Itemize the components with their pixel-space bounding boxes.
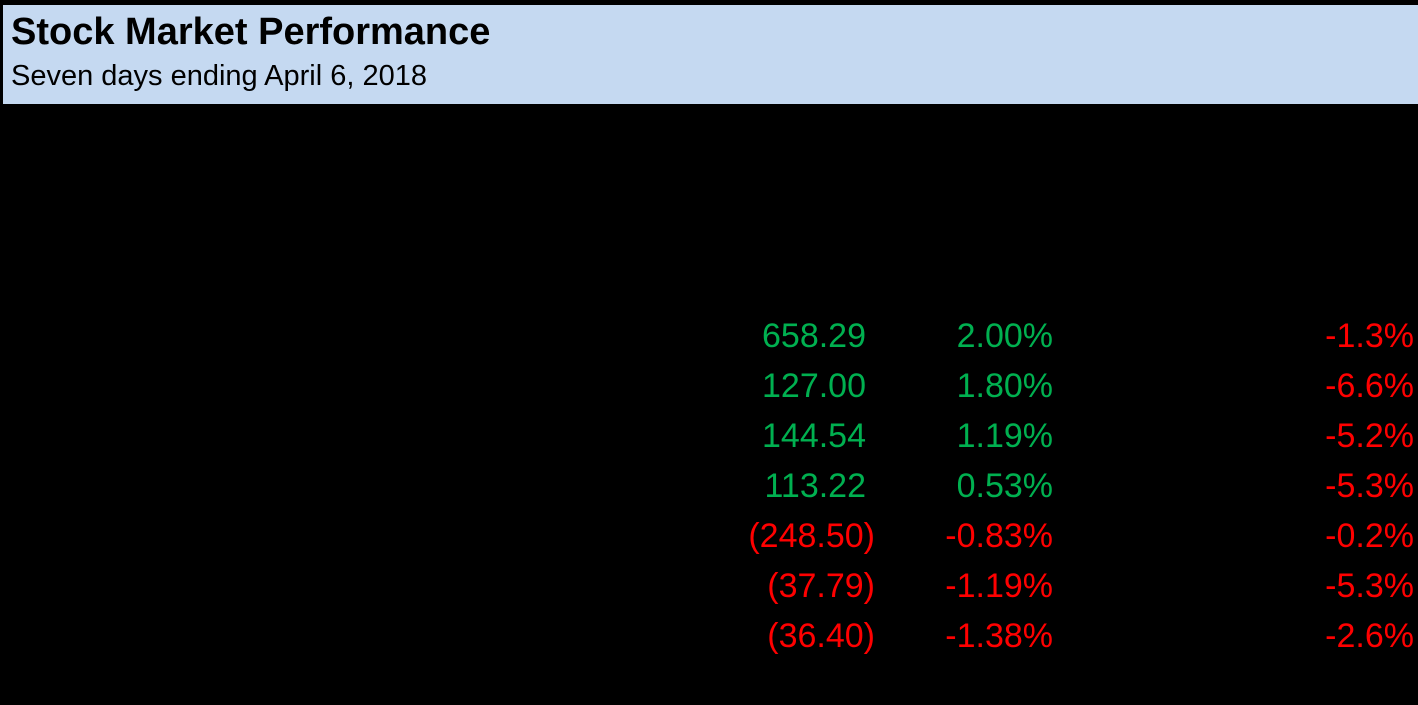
net-change-cell: (36.40) bbox=[767, 617, 875, 655]
ytd-change-cell: -0.2% bbox=[1325, 517, 1414, 555]
net-change-cell: (248.50) bbox=[748, 517, 875, 555]
weekly-change-cell: -1.19% bbox=[945, 567, 1053, 605]
report-header: Stock Market Performance Seven days endi… bbox=[0, 0, 1418, 104]
report-subtitle: Seven days ending April 6, 2018 bbox=[11, 59, 427, 92]
ytd-change-cell: -5.2% bbox=[1325, 417, 1414, 455]
ytd-change-cell: -6.6% bbox=[1325, 367, 1414, 405]
net-change-cell: 113.22 bbox=[764, 467, 866, 505]
ytd-change-cell: -5.3% bbox=[1325, 467, 1414, 505]
weekly-change-cell: -0.83% bbox=[945, 517, 1053, 555]
weekly-change-cell: 0.53% bbox=[956, 467, 1053, 505]
page-title: Stock Market Performance bbox=[11, 11, 491, 53]
table-row: 113.22 0.53% -5.3% bbox=[0, 461, 1418, 511]
weekly-change-cell: 1.80% bbox=[956, 367, 1053, 405]
net-change-cell: (37.79) bbox=[767, 567, 875, 605]
net-change-cell: 127.00 bbox=[762, 367, 866, 405]
weekly-change-cell: 2.00% bbox=[956, 317, 1053, 355]
table-row: 127.00 1.80% -6.6% bbox=[0, 361, 1418, 411]
table-row: (248.50) -0.83% -0.2% bbox=[0, 511, 1418, 561]
ytd-change-cell: -2.6% bbox=[1325, 617, 1414, 655]
ytd-change-cell: -5.3% bbox=[1325, 567, 1414, 605]
net-change-cell: 658.29 bbox=[762, 317, 866, 355]
ytd-change-cell: -1.3% bbox=[1325, 317, 1414, 355]
table-row: (36.40) -1.38% -2.6% bbox=[0, 611, 1418, 661]
weekly-change-cell: -1.38% bbox=[945, 617, 1053, 655]
table-row: 144.54 1.19% -5.2% bbox=[0, 411, 1418, 461]
performance-table: 658.29 2.00% -1.3% 127.00 1.80% -6.6% 14… bbox=[0, 311, 1418, 661]
table-row: 658.29 2.00% -1.3% bbox=[0, 311, 1418, 361]
net-change-cell: 144.54 bbox=[762, 417, 866, 455]
weekly-change-cell: 1.19% bbox=[956, 417, 1053, 455]
table-row: (37.79) -1.19% -5.3% bbox=[0, 561, 1418, 611]
